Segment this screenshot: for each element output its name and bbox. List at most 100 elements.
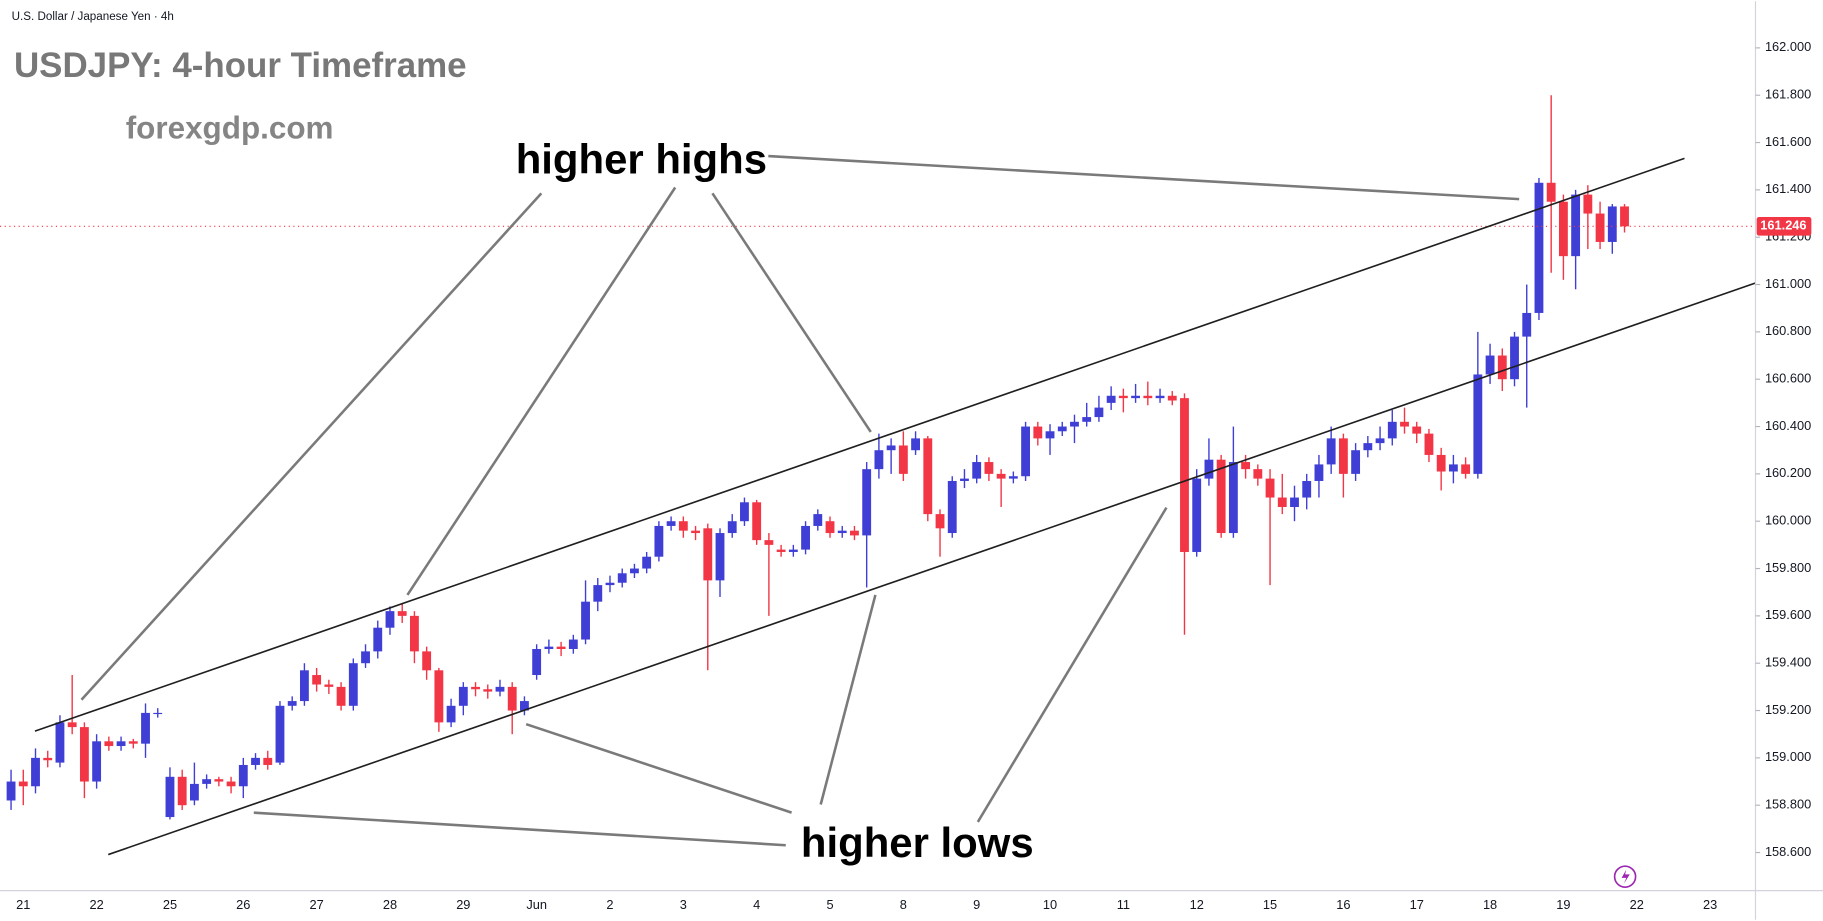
x-tick-label: 27 (310, 897, 324, 912)
candle-body (935, 514, 945, 529)
candle-body (850, 530, 859, 536)
candle-body (1314, 464, 1324, 481)
candle-body (275, 705, 285, 763)
candle-body (911, 438, 920, 451)
y-tick-label: 159.000 (1765, 749, 1811, 764)
y-tick-label: 159.600 (1765, 607, 1811, 622)
candle-body (1497, 355, 1507, 380)
candle-body (348, 663, 358, 706)
candle-body (520, 701, 529, 711)
candle-body (43, 757, 53, 761)
candle-body (715, 533, 725, 581)
candle-body (1607, 206, 1617, 242)
pointer-line (976, 506, 1168, 823)
candle-body (1534, 182, 1544, 313)
candle-body (1021, 426, 1031, 477)
last-price-label: 161.246 (1760, 218, 1806, 233)
candle-body (874, 450, 884, 470)
candle-body (79, 727, 89, 782)
candle-body (116, 741, 126, 747)
pointer-line (768, 154, 1520, 201)
candle-body (336, 686, 346, 706)
y-tick-label: 159.200 (1765, 702, 1811, 717)
candle-body (947, 480, 957, 534)
candle-body (678, 521, 688, 531)
x-tick-label: 25 (163, 897, 177, 912)
candle-body (141, 712, 150, 744)
x-tick-label: 16 (1336, 897, 1350, 912)
candle-body (410, 615, 419, 652)
pointer-line (253, 811, 786, 847)
candle-body (495, 686, 505, 692)
candle-body (1363, 443, 1373, 451)
candle-body (886, 445, 896, 451)
candle-body (727, 521, 737, 534)
candle-body (605, 582, 615, 586)
candle-body (1241, 462, 1251, 470)
candle-body (446, 705, 456, 723)
candle-body (1070, 421, 1079, 427)
candle-body (813, 514, 823, 526)
x-tick-label: 26 (236, 897, 250, 912)
last-price-tag: 161.246 (1756, 217, 1812, 236)
pointer-line (819, 594, 877, 805)
candle-body (568, 639, 578, 650)
candle-body (1045, 431, 1055, 439)
candle-body (654, 525, 664, 557)
x-tick-label: 5 (826, 897, 833, 912)
y-tick-label: 161.400 (1765, 181, 1811, 196)
candle-body (55, 722, 65, 763)
candle-body (1620, 206, 1629, 227)
candle-body (1253, 469, 1263, 479)
y-tick-label: 161.600 (1765, 134, 1811, 149)
candle-body (666, 521, 676, 526)
candle-body (1180, 398, 1189, 552)
candle-body (996, 473, 1006, 479)
candle-body (581, 601, 590, 640)
alert-icon[interactable] (1613, 865, 1637, 888)
x-tick-label: 23 (1703, 897, 1717, 912)
candle-body (1290, 497, 1299, 508)
y-tick-label: 160.200 (1765, 465, 1811, 480)
candle-body (1326, 438, 1336, 465)
candle-body (299, 670, 309, 702)
candle-body (385, 611, 395, 628)
axes: 158.600 158.800 159.000 159.200 159.400 159.6… (16, 39, 1811, 912)
candle-body (556, 646, 566, 650)
candle-body (1228, 462, 1238, 534)
candle-body (1008, 476, 1018, 479)
lower-channel-line (107, 282, 1756, 856)
candle-body (238, 764, 248, 787)
pointer-lines (80, 154, 1520, 847)
candle-body (1106, 395, 1116, 403)
y-tick-label: 160.000 (1765, 513, 1811, 528)
candle-body (788, 549, 798, 552)
alert-icon-bolt (1621, 869, 1630, 884)
x-tick-label: 12 (1190, 897, 1204, 912)
candle-body (1400, 421, 1409, 427)
candle-body (972, 462, 982, 479)
candle-body (1436, 454, 1446, 472)
candle-body (1571, 194, 1581, 257)
candle-body (1057, 426, 1067, 432)
x-tick-label: 19 (1556, 897, 1570, 912)
candle-body (373, 627, 383, 652)
candle-body (1216, 459, 1226, 534)
x-tick-label: 18 (1483, 897, 1497, 912)
candle-body (226, 781, 236, 787)
y-tick-label: 160.800 (1765, 323, 1811, 338)
pointer-line (406, 186, 677, 596)
candle-body (361, 651, 370, 664)
candle-body (752, 502, 762, 541)
y-tick-label: 160.600 (1765, 371, 1811, 386)
y-tick-label: 159.400 (1765, 655, 1811, 670)
candle-body (776, 549, 786, 552)
candle-body (1338, 438, 1348, 474)
y-tick-label: 160.400 (1765, 418, 1811, 433)
candle-body (1583, 194, 1593, 214)
last-price-box (1756, 217, 1812, 236)
candle-body (862, 469, 872, 536)
candle-body (263, 757, 273, 765)
candle-body (1351, 450, 1361, 474)
